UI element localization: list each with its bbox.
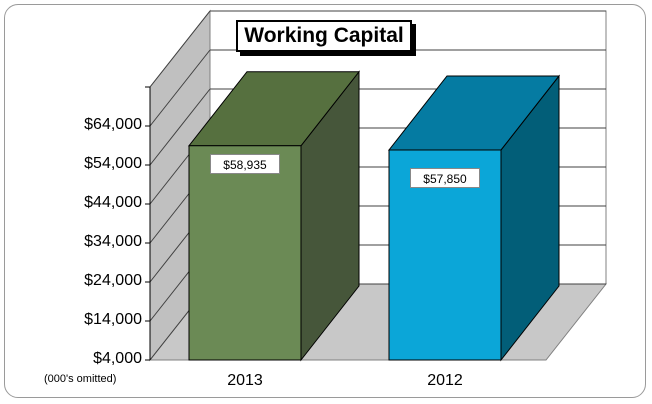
y-tick-label: $4,000 (93, 350, 142, 367)
x-category-label: 2012 (427, 372, 463, 389)
data-label: $58,935 (210, 153, 280, 174)
y-tick-label: $24,000 (84, 272, 142, 289)
data-label: $57,850 (410, 167, 480, 188)
y-tick-label: $44,000 (84, 194, 142, 211)
gridline-side (149, 49, 211, 127)
gridline-side (149, 10, 211, 88)
chart-title: Working Capital (236, 20, 412, 52)
y-tick-label: $64,000 (84, 116, 142, 133)
bar-2013 (188, 145, 302, 361)
units-note: (000's omitted) (44, 373, 117, 385)
y-tick-label: $54,000 (84, 155, 142, 172)
y-tick-label: $34,000 (84, 233, 142, 250)
gridline-side (149, 88, 211, 166)
x-category-label: 2013 (227, 372, 263, 389)
y-tick-label: $14,000 (84, 311, 142, 328)
